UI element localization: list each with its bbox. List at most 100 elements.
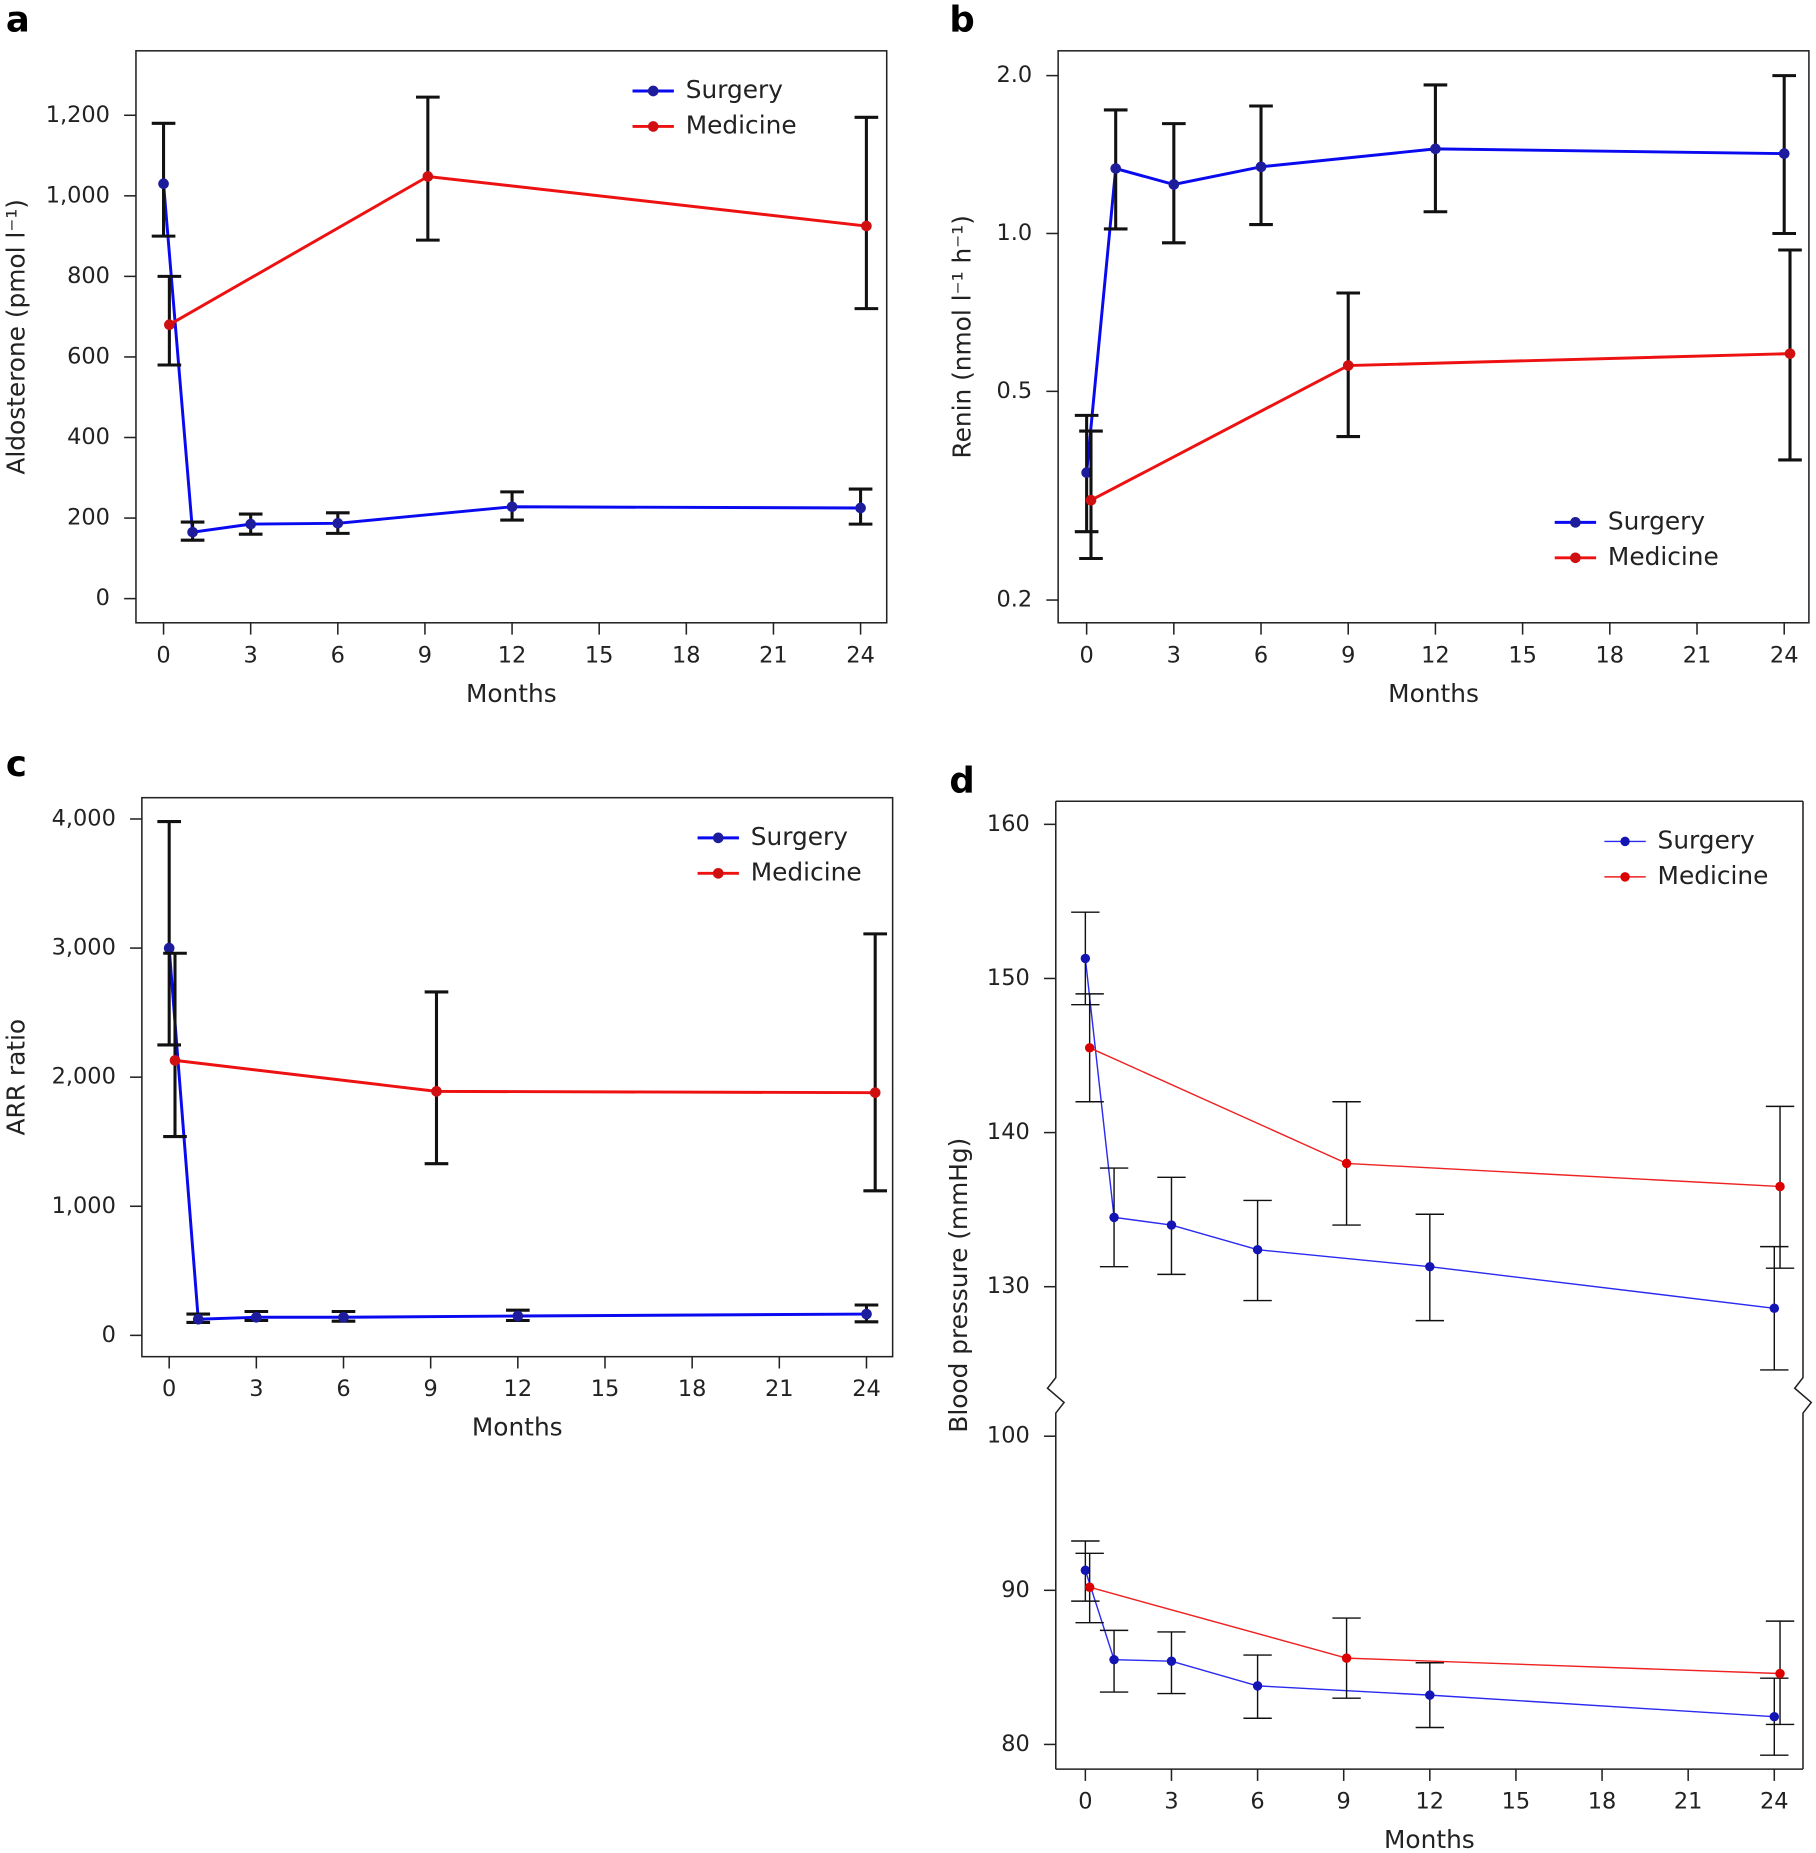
y-tick-label: 2,000 [52,1064,116,1090]
data-point [1109,1212,1119,1223]
series-line [167,947,867,1321]
data-point [855,502,866,514]
panel-letter: b [949,0,974,40]
data-point [1084,1043,1095,1053]
data-point [431,1086,442,1097]
x-tick-label: 21 [765,1376,794,1402]
x-tick-label: 3 [1167,642,1181,668]
x-tick-label: 12 [504,1376,533,1402]
x-tick-label: 24 [1760,1789,1789,1815]
panel-letter: d [949,760,974,801]
data-point [1775,1181,1785,1192]
y-tick-label: 160 [987,811,1030,837]
error-bar [424,990,449,1166]
data-point [1255,161,1267,173]
y-tick-label: 3,000 [52,935,116,961]
data-point [251,1311,262,1323]
x-tick-label: 21 [1674,1789,1703,1815]
legend-label: Medicine [686,110,797,139]
data-point [1775,1668,1785,1679]
y-tick-label: 200 [67,505,110,531]
y-axis-label: Renin (nmol l⁻¹ h⁻¹) [948,215,977,458]
data-point [861,220,872,232]
data-point [1341,1653,1352,1663]
y-tick-label: 80 [1001,1731,1030,1757]
y-tick-label: 0 [102,1322,116,1348]
data-point [158,178,169,190]
legend-label: Surgery [1658,825,1755,854]
data-point [1425,1261,1435,1272]
panel-letter: c [6,744,27,785]
series-line [1085,147,1785,473]
x-tick-label: 21 [1683,642,1712,668]
error-bar [163,951,187,1139]
x-tick-label: 15 [1502,1789,1531,1815]
error-bar [1079,429,1103,561]
x-tick-label: 3 [249,1376,263,1402]
legend-marker [1570,517,1581,528]
x-tick-label: 0 [156,642,170,668]
y-tick-label: 140 [987,1119,1030,1145]
x-tick-label: 21 [759,642,788,668]
data-point [422,171,434,182]
legend-label: Medicine [1608,542,1719,571]
error-bar [416,95,440,242]
data-point [245,518,257,530]
y-tick-label: 130 [987,1273,1030,1299]
x-tick-label: 12 [1416,1789,1445,1815]
x-tick-label: 9 [1341,642,1355,668]
x-tick-label: 6 [336,1376,350,1402]
x-tick-label: 3 [244,642,258,668]
legend-label: Surgery [686,75,783,104]
y-tick-label: 0 [96,585,110,611]
series-line [174,1058,876,1095]
data-point [1252,1244,1263,1255]
y-tick-label: 4,000 [52,805,116,831]
series-line [1089,1586,1781,1675]
data-point [1784,348,1796,359]
legend-marker [712,832,724,844]
data-point [869,1087,881,1098]
data-point [861,1308,872,1320]
data-point [1769,1303,1780,1314]
y-axis-label: ARR ratio [2,1019,31,1136]
legend-label: Medicine [1658,861,1769,890]
legend-label: Surgery [751,822,848,851]
data-point [1110,163,1122,174]
data-point [1081,467,1092,478]
legend-marker [647,85,659,97]
data-point [1252,1681,1263,1691]
data-point [163,942,175,954]
x-axis-label: Months [466,679,557,708]
data-point [1342,360,1354,371]
x-tick-label: 18 [678,1376,707,1402]
legend-marker [712,868,724,879]
series-line [1089,1047,1781,1188]
x-tick-label: 24 [852,1376,881,1402]
panel-letter: a [6,0,30,40]
x-tick-label: 15 [585,642,614,668]
y-axis-label: Blood pressure (mmHg) [944,1138,973,1433]
data-point [1430,143,1441,155]
data-point [1168,179,1180,190]
y-tick-label: 90 [1001,1577,1030,1603]
x-axis-label: Months [1384,1825,1475,1853]
error-bar [863,932,888,1193]
series-line [1090,352,1791,502]
x-tick-label: 6 [331,642,345,668]
data-point [512,1310,524,1322]
legend-label: Medicine [751,857,862,886]
y-tick-label: 100 [987,1423,1030,1449]
data-point [1166,1656,1177,1666]
x-tick-label: 12 [498,642,527,668]
data-point [506,501,518,513]
x-tick-label: 15 [591,1376,620,1402]
y-tick-label: 800 [67,263,110,289]
y-tick-label: 150 [987,965,1030,991]
plot-frame [1057,50,1810,624]
x-tick-label: 0 [162,1376,176,1402]
data-point [169,1055,181,1066]
x-tick-label: 12 [1421,642,1450,668]
x-tick-label: 9 [418,642,432,668]
